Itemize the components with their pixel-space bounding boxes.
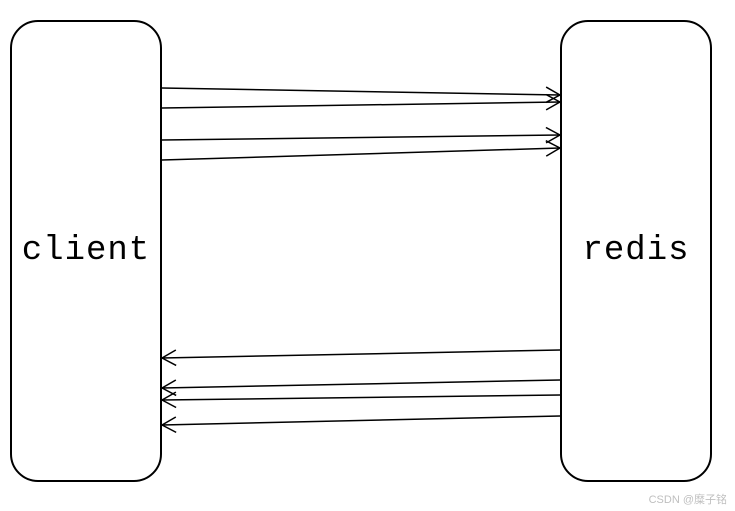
- arrowhead-icon: [546, 148, 560, 156]
- diagram-canvas: client redis CSDN @糜子铭: [0, 0, 735, 511]
- arrowhead-icon: [162, 388, 176, 395]
- arrowhead-icon: [162, 400, 176, 408]
- arrowhead-icon: [546, 102, 560, 110]
- edge-line: [162, 416, 560, 425]
- arrowhead-icon: [162, 358, 176, 365]
- edge-line: [162, 88, 560, 95]
- node-redis: redis: [560, 20, 712, 482]
- arrowhead-icon: [162, 417, 176, 425]
- arrowhead-icon: [546, 127, 560, 135]
- edge-line: [162, 395, 560, 400]
- arrowhead-icon: [546, 135, 560, 143]
- edge-line: [162, 135, 560, 140]
- edge-line: [162, 350, 560, 358]
- arrowhead-icon: [546, 95, 560, 102]
- watermark-text: CSDN @糜子铭: [649, 491, 727, 507]
- arrowhead-icon: [162, 425, 176, 432]
- arrowhead-icon: [546, 87, 560, 95]
- arrowhead-icon: [162, 380, 176, 388]
- node-client: client: [10, 20, 162, 482]
- arrowhead-icon: [162, 350, 176, 358]
- edge-line: [162, 380, 560, 388]
- edge-line: [162, 148, 560, 160]
- arrowhead-icon: [546, 141, 560, 148]
- node-redis-label: redis: [582, 232, 689, 270]
- edge-line: [162, 102, 560, 108]
- arrowhead-icon: [162, 392, 176, 400]
- arrowhead-icon: [546, 95, 560, 102]
- node-client-label: client: [22, 232, 150, 270]
